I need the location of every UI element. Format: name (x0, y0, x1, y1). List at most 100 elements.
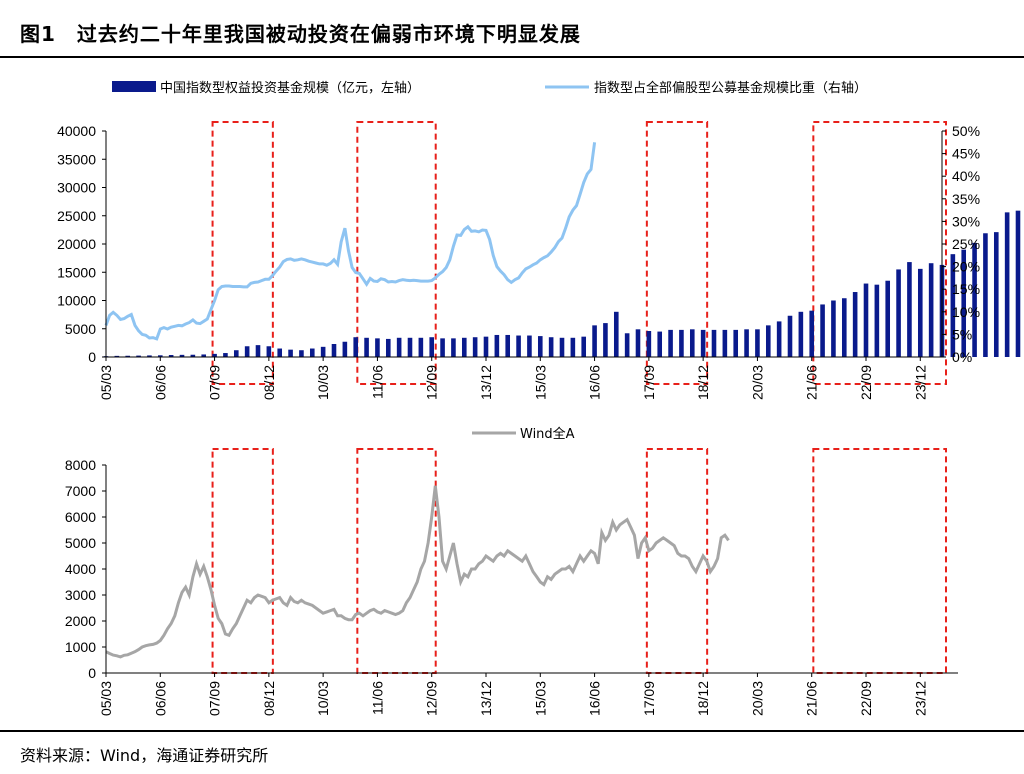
bottom-x-tick-label: 08/12 (261, 681, 277, 716)
fund-size-bar (114, 355, 120, 357)
fund-size-bar (679, 329, 684, 357)
fund-size-bar (320, 346, 326, 357)
fund-size-bar (950, 254, 956, 357)
bottom-x-tick-label: 13/12 (478, 681, 494, 716)
page-title: 图1 过去约二十年里我国被动投资在偏弱市环境下明显发展 (20, 22, 581, 46)
top-right-tick-label: 20% (952, 259, 980, 275)
fund-size-bar (429, 337, 435, 357)
fund-size-bar (613, 311, 619, 357)
bottom-chart-axes: 0 1000 2000 3000 4000 5000 6000 7000 8000 05/03 06… (65, 457, 958, 716)
fund-size-bar (136, 355, 141, 357)
fund-size-bar (559, 337, 565, 357)
fund-size-bar (961, 249, 967, 357)
fund-size-bar (1004, 212, 1010, 357)
fund-size-bar (733, 329, 739, 357)
top-x-tick-label: 08/12 (261, 365, 277, 400)
fund-size-bar (874, 284, 880, 357)
bottom-y-tick-label: 3000 (65, 587, 96, 603)
fund-size-bar (820, 304, 825, 357)
legend-share-label: 指数型占全部偏股型公募基金规模比重（右轴） (594, 80, 867, 96)
fund-size-bar (527, 335, 532, 357)
top-x-tick-label: 06/06 (152, 365, 168, 400)
fund-size-bar (396, 337, 402, 357)
fund-size-bar (451, 338, 456, 357)
fund-size-bar (917, 268, 923, 357)
fund-size-bar (907, 262, 912, 357)
top-x-tick-label: 22/09 (858, 365, 874, 400)
fund-size-bar (548, 337, 554, 357)
highlight-box-bottom-1 (211, 448, 274, 674)
fund-size-bar (537, 336, 543, 357)
fund-size-bar (309, 348, 315, 357)
bottom-x-tick-label: 22/09 (858, 681, 874, 716)
highlight-box-top-2 (356, 121, 437, 385)
fund-size-bar (168, 355, 174, 357)
fund-size-bar (179, 354, 185, 357)
fund-size-bar (277, 348, 283, 357)
fund-size-bar (722, 329, 728, 357)
top-x-tick-label: 13/12 (478, 365, 494, 400)
bottom-x-tick-label: 11/06 (369, 681, 385, 715)
top-x-tick-label: 20/03 (749, 365, 765, 400)
highlight-box-bottom-4 (812, 448, 947, 674)
fund-size-bar (689, 329, 695, 357)
highlight-box-top-3 (645, 121, 709, 385)
fund-size-bar (852, 292, 858, 357)
top-x-tick-label: 11/06 (369, 365, 385, 399)
fund-size-bar (798, 311, 804, 357)
fund-size-bar (809, 310, 815, 357)
fund-size-bar (516, 335, 521, 357)
bottom-x-tick-label: 20/03 (749, 681, 765, 716)
bottom-y-tick-label: 8000 (65, 457, 96, 473)
top-x-tick-label: 10/03 (315, 365, 331, 400)
bottom-chart-legend: Wind全A (472, 426, 575, 442)
bottom-x-tick-label: 07/09 (207, 681, 223, 716)
top-right-tick-label: 40% (952, 168, 980, 184)
bottom-x-tick-label: 18/12 (695, 681, 711, 716)
bottom-x-tick-label: 23/12 (912, 681, 928, 716)
top-left-tick-label: 30000 (57, 180, 96, 196)
top-x-tick-label: 21/06 (804, 365, 820, 400)
fund-size-bar (375, 338, 380, 357)
bottom-x-tick-label: 15/03 (532, 681, 548, 716)
top-left-tick-label: 25000 (57, 208, 96, 224)
top-chart-legend: 中国指数型权益投资基金规模（亿元，左轴） 指数型占全部偏股型公募基金规模比重（右… (112, 80, 867, 96)
bottom-y-tick-label: 1000 (65, 639, 96, 655)
top-x-tick-label: 18/12 (695, 365, 711, 400)
fund-size-bar (592, 325, 597, 357)
bottom-x-tick-label: 05/03 (98, 681, 114, 716)
top-left-tick-label: 35000 (57, 151, 96, 167)
fund-size-bar (885, 280, 891, 357)
highlight-box-top-1 (211, 121, 274, 385)
top-left-tick-label: 10000 (57, 293, 96, 309)
bottom-x-tick-label: 21/06 (804, 681, 820, 716)
fund-size-bar (407, 337, 413, 357)
fund-size-bar (212, 353, 217, 357)
fund-size-bar (299, 350, 304, 357)
fund-size-bar (385, 338, 391, 357)
top-left-tick-label: 40000 (57, 123, 96, 139)
fund-size-bar (342, 341, 348, 357)
fund-size-bar (700, 329, 706, 357)
fund-size-bar (624, 333, 630, 357)
bottom-x-tick-label: 16/06 (587, 681, 603, 716)
bottom-y-tick-label: 6000 (65, 509, 96, 525)
highlight-box-bottom-3 (645, 448, 709, 674)
top-left-tick-label: 0 (88, 349, 96, 365)
fund-size-bar (244, 346, 250, 357)
top-right-tick-label: 0% (952, 349, 972, 365)
fund-size-bar (635, 329, 641, 357)
highlight-box-top-4 (812, 121, 947, 385)
fund-size-bar (233, 350, 239, 357)
bottom-y-tick-label: 0 (88, 665, 96, 681)
fund-size-bars (103, 210, 1021, 357)
bottom-y-tick-label: 5000 (65, 535, 96, 551)
legend-bar-swatch (112, 81, 156, 92)
top-right-tick-label: 15% (952, 281, 980, 297)
top-left-tick-label: 15000 (57, 264, 96, 280)
bottom-x-tick-label: 10/03 (315, 681, 331, 716)
top-left-tick-label: 5000 (65, 321, 96, 337)
fund-size-bar (983, 233, 988, 357)
top-highlight-boxes (211, 121, 947, 385)
